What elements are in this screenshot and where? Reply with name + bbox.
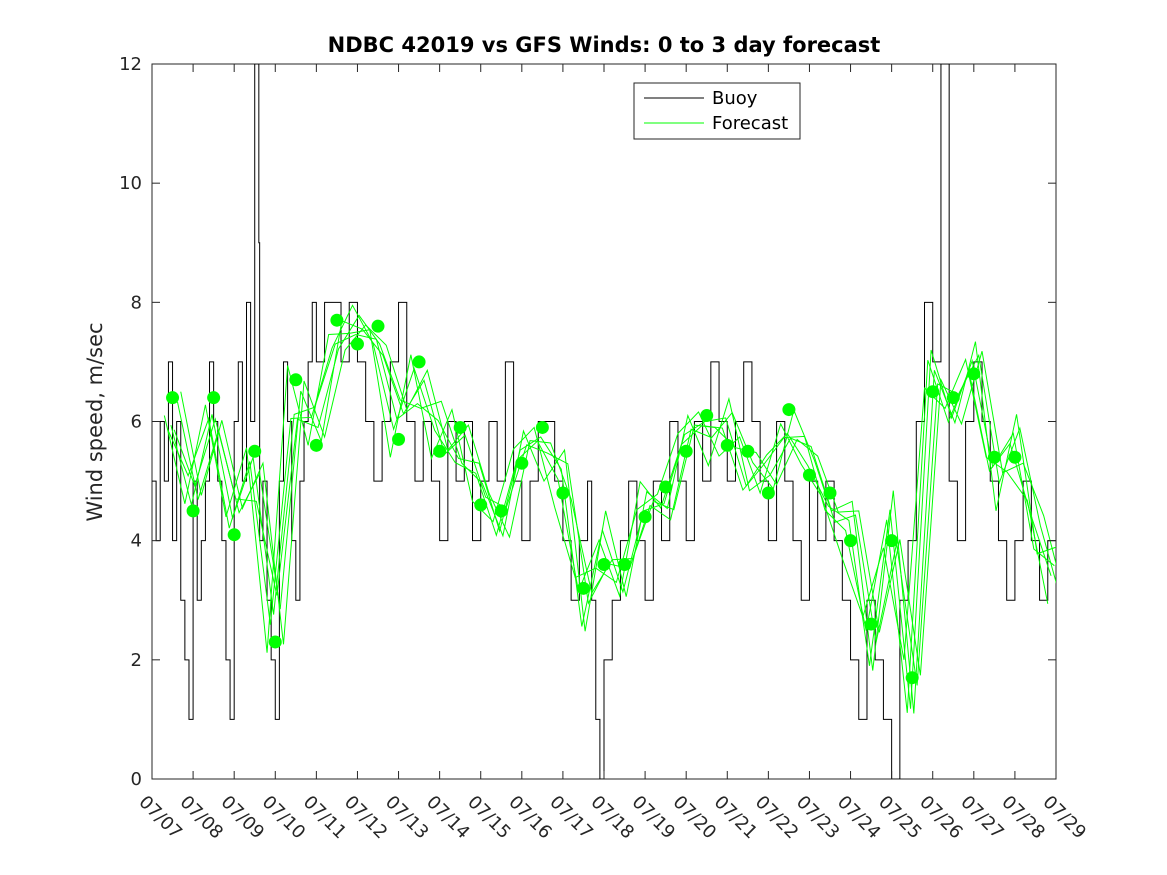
y-tick-label-10: 10	[119, 173, 142, 194]
forecast-point	[987, 450, 1001, 464]
y-tick-label-6: 6	[131, 412, 142, 433]
forecast-point	[761, 486, 775, 500]
y-tick-label-12: 12	[119, 54, 142, 75]
x-tick-label-18: 07/25	[874, 792, 926, 844]
forecast-point	[330, 313, 344, 327]
forecast-point	[700, 409, 714, 423]
x-tick-label-16: 07/23	[792, 792, 844, 844]
forecast-point	[844, 534, 858, 548]
x-tick-label-0: 07/07	[134, 792, 186, 844]
forecast-point	[494, 504, 508, 518]
x-tick-label-10: 07/17	[545, 792, 597, 844]
forecast-point	[967, 367, 981, 381]
forecast-point	[618, 558, 632, 571]
legend-label-forecast: Forecast	[712, 113, 788, 134]
x-tick-label-6: 07/13	[381, 792, 433, 844]
x-tick-label-21: 07/28	[997, 792, 1049, 844]
x-tick-label-8: 07/15	[463, 792, 515, 844]
forecast-point	[1008, 450, 1022, 464]
chart-legend: Buoy Forecast	[633, 82, 801, 140]
forecast-point	[782, 403, 796, 417]
y-axis-label: Wind speed, m/sec	[83, 322, 107, 521]
x-tick-label-7: 07/14	[422, 792, 474, 844]
forecast-point	[638, 510, 652, 524]
forecast-point	[946, 391, 960, 405]
forecast-point	[227, 528, 241, 542]
chart-title: NDBC 42019 vs GFS Winds: 0 to 3 day fore…	[328, 33, 881, 57]
legend-box	[633, 82, 801, 140]
x-tick-label-4: 07/11	[299, 792, 351, 844]
plot-layer	[152, 64, 1056, 779]
x-tick-label-9: 07/16	[504, 792, 556, 844]
x-tick-label-1: 07/08	[176, 792, 228, 844]
forecast-point	[309, 438, 323, 452]
forecast-point	[597, 558, 611, 571]
legend-label-buoy: Buoy	[712, 88, 758, 109]
x-tick-label-13: 07/20	[669, 792, 721, 844]
x-tick-label-15: 07/22	[751, 792, 803, 844]
x-tick-label-2: 07/09	[217, 792, 269, 844]
y-tick-label-0: 0	[131, 769, 142, 790]
x-tick-label-5: 07/12	[340, 792, 392, 844]
forecast-point	[392, 432, 406, 446]
forecast-point	[864, 617, 878, 631]
y-tick-label-2: 2	[131, 650, 142, 671]
forecast-run-line-0	[163, 329, 1049, 660]
forecast-point	[659, 480, 673, 494]
y-tick-label-4: 4	[131, 531, 142, 552]
forecast-point	[802, 468, 816, 482]
x-tick-label-11: 07/18	[586, 792, 638, 844]
forecast-point	[885, 534, 899, 548]
x-tick-label-17: 07/24	[833, 792, 885, 844]
forecast-point	[535, 420, 549, 434]
forecast-point	[474, 498, 488, 512]
forecast-point	[576, 581, 590, 595]
forecast-point	[926, 385, 940, 399]
forecast-point	[433, 444, 447, 458]
forecast-point	[905, 671, 919, 685]
forecast-point	[412, 355, 426, 369]
forecast-point	[679, 444, 693, 458]
x-tick-label-19: 07/26	[915, 792, 967, 844]
forecast-point	[207, 391, 221, 405]
forecast-point	[720, 438, 734, 452]
x-tick-label-20: 07/27	[956, 792, 1008, 844]
forecast-point	[248, 444, 262, 458]
forecast-point	[515, 456, 529, 470]
plot-clipped-group	[152, 64, 1056, 779]
forecast-point	[186, 504, 200, 518]
forecast-point	[289, 373, 303, 387]
x-tick-label-14: 07/21	[710, 792, 762, 844]
x-tick-label-22: 07/29	[1038, 792, 1090, 844]
forecast-point	[268, 635, 282, 649]
x-tick-label-3: 07/10	[258, 792, 310, 844]
forecast-point	[823, 486, 837, 500]
forecast-point	[166, 391, 180, 405]
forecast-point	[741, 444, 755, 458]
y-tick-label-8: 8	[131, 292, 142, 313]
forecast-point	[350, 337, 364, 351]
forecast-point	[371, 319, 385, 333]
forecast-point	[556, 486, 570, 500]
forecast-point	[453, 420, 467, 434]
x-tick-label-12: 07/19	[628, 792, 680, 844]
